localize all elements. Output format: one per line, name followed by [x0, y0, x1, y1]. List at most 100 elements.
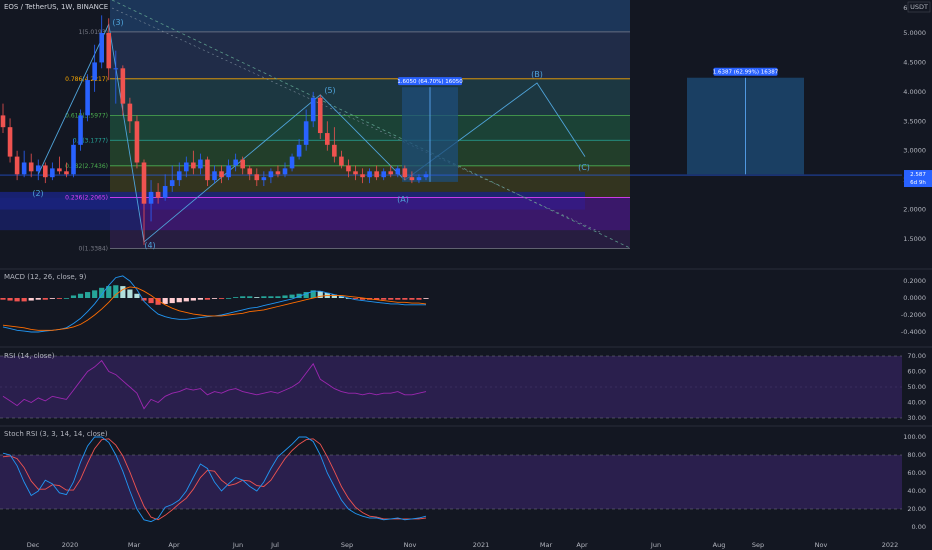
time-axis-label: Jun [232, 541, 243, 549]
macd-histogram-bar [28, 298, 34, 301]
rsi-axis-label: 60.00 [907, 368, 926, 376]
wave-label-1: (3) [112, 18, 123, 27]
candle-body [7, 127, 13, 157]
macd-histogram-bar [402, 298, 408, 300]
time-axis-label: Sep [341, 541, 353, 549]
stoch-k-line [2, 436, 427, 523]
candle-body [219, 171, 224, 178]
stoch-axis-label: 80.00 [907, 451, 926, 459]
price-axis-label: 5.0000 [903, 29, 926, 37]
wave-label-4: (A) [397, 195, 409, 204]
macd-histogram-bar [240, 296, 246, 298]
candle-body [325, 133, 330, 145]
candle-body [367, 171, 372, 178]
candle-body [261, 177, 267, 181]
fib-label-1: 0.786(4.2217) [65, 76, 108, 83]
wave-label-2: (4) [144, 241, 155, 250]
candle-body [92, 62, 97, 81]
macd-histogram-bar [14, 298, 20, 302]
candle-body [339, 156, 344, 166]
candle-body [176, 171, 182, 181]
fib-zone-2 [110, 115, 630, 141]
macd-histogram-bar [310, 290, 316, 298]
macd-histogram-bar [275, 296, 281, 298]
macd-histogram-bar [233, 297, 239, 298]
macd-histogram-bar [162, 298, 168, 304]
candle-body [353, 171, 358, 175]
time-axis-label: Jul [270, 541, 279, 549]
candle-body [14, 156, 20, 175]
quote-unit-badge [907, 1, 931, 13]
candle-body [28, 162, 34, 172]
macd-histogram-bar [197, 298, 203, 300]
candle-body [310, 97, 316, 122]
candle-body [127, 103, 133, 122]
macd-line [2, 275, 426, 333]
candle-body [346, 165, 351, 172]
macd-histogram-bar [190, 298, 196, 301]
price-axis-label: 4.0000 [903, 88, 926, 96]
range-label-0: 1.6050 (64.70%) 16050 [397, 79, 463, 85]
candle-body [184, 162, 189, 172]
macd-histogram-bar [21, 298, 27, 302]
candle-body [303, 121, 309, 145]
last-price-value: 2.587 [910, 172, 926, 178]
macd-axis-label: -0.4000 [901, 328, 926, 336]
macd-histogram-bar [303, 292, 309, 298]
macd-histogram-bar [176, 298, 182, 303]
time-axis-label: Nov [404, 541, 417, 549]
candle-body [381, 171, 386, 178]
time-axis-label: Mar [540, 541, 553, 549]
macd-histogram-bar [409, 298, 415, 300]
candle-body [205, 159, 210, 181]
macd-pane-label[interactable]: MACD (12, 26, close, 9) [4, 273, 87, 281]
macd-histogram-bar [388, 298, 394, 300]
candle-body [106, 33, 112, 69]
candle-body [99, 33, 104, 63]
candle-body [198, 159, 203, 169]
macd-histogram-bar [77, 293, 84, 298]
left-support-zone [0, 197, 140, 231]
stoch-rsi-pane-label[interactable]: Stoch RSI (3, 3, 14, 14, close) [4, 430, 108, 438]
fib-label-5: 0.236(2.2065) [65, 194, 108, 201]
range-label-1: 1.6387 (62.99%) 16387 [713, 70, 779, 76]
candle-body [402, 168, 408, 178]
candle-body [155, 191, 161, 198]
macd-histogram-bar [7, 298, 13, 301]
fib-label-2: 0.618(3.5977) [65, 113, 108, 120]
fib-zone-3 [110, 140, 630, 166]
macd-histogram-bar [141, 298, 147, 301]
stoch-axis-label: 20.00 [907, 505, 926, 513]
symbol-title[interactable]: EOS / TetherUS, 1W, BINANCE [4, 3, 109, 11]
candle-body [191, 162, 196, 169]
candle-body [78, 115, 83, 145]
candle-body [43, 165, 48, 178]
wave-label-0: (2) [32, 189, 43, 198]
candle-body [240, 159, 245, 169]
macd-histogram-bar [226, 298, 232, 299]
macd-histogram-bar [416, 298, 422, 300]
stoch-d-line [2, 438, 427, 521]
wave-label-6: (C) [578, 163, 590, 172]
time-axis-label: Apr [168, 541, 180, 549]
candle-body [226, 165, 231, 178]
macd-histogram-bar [317, 291, 323, 298]
range-label-bg-1 [713, 67, 778, 76]
time-axis-label: Nov [815, 541, 828, 549]
macd-axis-label: 0.0000 [903, 294, 926, 302]
fib-label-6: 0(1.3384) [79, 246, 109, 253]
stoch-axis-label: 100.00 [903, 433, 926, 441]
rsi-pane-label[interactable]: RSI (14, close) [4, 352, 55, 360]
candle-body [21, 162, 27, 175]
quote-unit-label: USDT [910, 3, 928, 11]
price-axis-label: 3.5000 [903, 117, 926, 125]
time-axis-label: 2022 [882, 541, 899, 549]
candle-body [289, 156, 295, 169]
macd-histogram-bar [374, 298, 380, 300]
macd-histogram-bar [92, 290, 98, 298]
candle-body [71, 144, 76, 175]
candle-body [120, 68, 126, 104]
macd-histogram-bar [204, 298, 211, 300]
fib-label-4: 0.382(2.7436) [65, 163, 108, 170]
